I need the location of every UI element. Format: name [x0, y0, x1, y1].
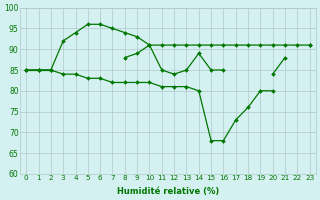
X-axis label: Humidité relative (%): Humidité relative (%) — [117, 187, 219, 196]
